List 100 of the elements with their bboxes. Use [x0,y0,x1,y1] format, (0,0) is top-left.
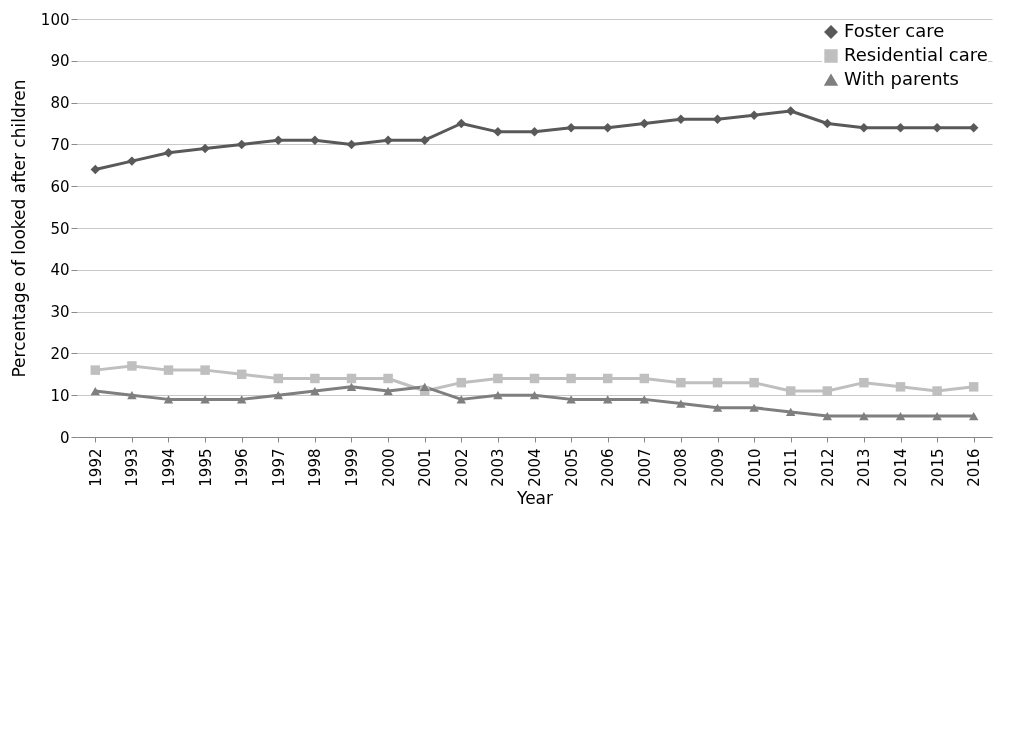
point [859,122,869,133]
point [273,373,284,384]
point [529,127,540,137]
x-tick-label: 1992 [86,448,105,487]
point [529,391,540,400]
point [676,377,686,388]
x-tick-label: 2002 [452,448,471,487]
x-tick-label: 2011 [782,448,801,487]
y-axis-title: Percentage of looked after children [8,79,29,378]
point [859,377,869,388]
point [676,114,686,125]
x-tick-label: 1999 [343,448,361,487]
x-axis-title: Year [516,487,553,508]
point [127,361,137,371]
y-tick-label: 60 [50,177,70,196]
y-tick-label: 80 [50,94,70,113]
point [236,139,247,150]
point [822,411,833,421]
legend-label: Foster care [844,20,945,41]
point [200,365,210,375]
point [493,373,503,384]
point [895,382,906,392]
point [383,135,393,145]
y-tick-label: 10 [50,386,70,405]
point [566,373,576,384]
point [712,114,723,125]
x-tick-label: 2008 [672,448,691,487]
point [383,373,393,384]
x-tick-label: 2015 [928,448,947,487]
point [163,148,174,158]
point [822,386,833,396]
point [273,391,284,400]
point [676,399,686,408]
point [968,411,979,421]
point [310,386,320,396]
x-tick-label: 1995 [196,448,215,487]
point [163,365,174,375]
point [785,407,796,417]
point [895,122,906,133]
point [127,391,137,400]
point [90,164,101,175]
point [566,395,576,404]
point [785,386,796,396]
point [200,143,210,154]
point [456,377,467,388]
point [90,365,101,375]
x-tick-label: 2006 [599,448,618,487]
x-tick-label: 1994 [160,448,178,487]
point [968,382,979,392]
x-tick-label: 2010 [745,448,764,487]
y-tick-label: 40 [50,261,70,280]
x-tick-label: 1998 [306,448,325,487]
point [90,386,101,396]
point [163,395,174,404]
y-tick-label: 90 [50,52,70,71]
x-tick-label: 2016 [965,448,984,487]
point [712,403,723,412]
point [932,386,942,396]
point [566,122,576,133]
x-tick-label: 1996 [233,448,252,487]
point [236,369,247,380]
point [419,382,430,391]
point [859,411,869,421]
point [639,118,650,129]
point [712,377,723,388]
point [346,139,357,150]
x-tick-label: 2001 [416,448,435,487]
point [895,411,906,421]
y-tick-label: 20 [50,344,70,363]
x-tick-label: 1997 [269,448,288,487]
x-tick-label: 2009 [709,448,727,487]
x-tick-label: 2003 [489,448,508,487]
y-tick-label: 30 [50,303,70,322]
point [310,135,320,145]
y-tick-label: 70 [50,135,70,154]
x-tick-label: 2007 [635,448,654,487]
point [346,373,357,384]
y-tick-label: 0 [59,428,70,447]
point [822,118,833,129]
x-tick-label: 1993 [123,448,142,487]
point [602,373,613,384]
x-tick-label: 2013 [855,448,874,487]
point [749,403,759,412]
point [200,395,210,404]
y-tick-label: 50 [50,219,70,238]
point [310,373,320,384]
point [639,373,650,384]
x-tick-label: 2005 [562,448,581,487]
x-tick-label: 2014 [892,448,910,487]
legend-label: Residential care [844,44,988,65]
x-tick-label: 2000 [379,448,398,487]
point [456,118,467,129]
point [493,391,503,400]
y-tick-label: 100 [40,10,70,29]
legend-label: With parents [844,68,959,89]
x-tick-label: 2004 [526,448,544,487]
x-tick-label: 2012 [818,448,837,487]
point [932,411,942,421]
point [529,373,540,384]
point [932,122,942,133]
